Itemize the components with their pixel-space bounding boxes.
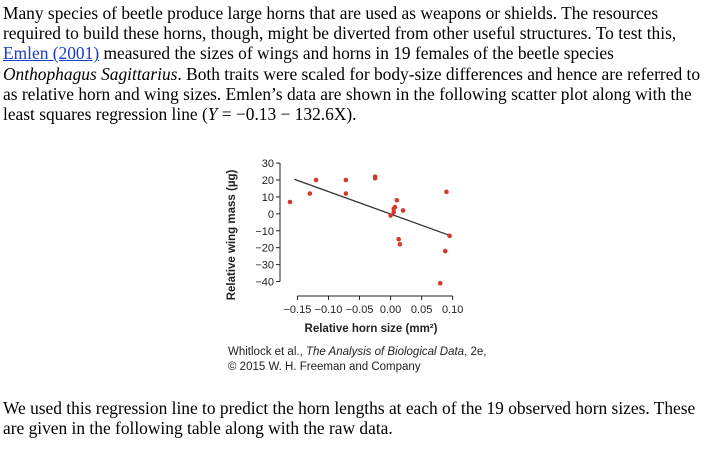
- equation-body: = −0.13 − 132.6: [217, 104, 334, 125]
- data-point: [397, 242, 403, 247]
- scatter-chart: 30 20 10 0 −10 −20 −30 −40 −0.15 −0.10 −0.05 0.00 0…: [226, 158, 463, 335]
- y-axis-label: Relative wing mass (µg): [226, 170, 238, 301]
- x-axis: −0.15 −0.10 −0.05 0.00 0.05 0.10: [283, 295, 463, 316]
- data-point: [287, 199, 293, 205]
- intro-paragraph: Many species of beetle produce large hor…: [3, 3, 707, 124]
- data-point: [444, 189, 449, 195]
- data-point: [392, 204, 398, 210]
- data-point: [394, 198, 400, 203]
- data-point: [313, 177, 319, 183]
- equation-x: X: [333, 104, 347, 125]
- figure-credit-line-2: © 2015 W. H. Freeman and Company: [228, 361, 421, 373]
- intro-text-end: ).: [346, 104, 357, 125]
- x-tick-label: 0.05: [411, 304, 432, 316]
- intro-text-1: Many species of beetle produce large hor…: [3, 3, 677, 44]
- figure-credit-line-1: Whitlock et al., The Analysis of Biologi…: [228, 345, 486, 359]
- intro-text-3: . Both traits were scaled for body-size …: [3, 63, 701, 125]
- x-tick-label: 0.00: [380, 304, 401, 316]
- data-point: [396, 236, 401, 242]
- y-tick-label: −20: [255, 243, 274, 255]
- data-point: [307, 191, 313, 196]
- y-tick-label: 0: [268, 209, 274, 221]
- data-point: [343, 191, 349, 196]
- points-layer: [287, 174, 452, 286]
- x-tick-label: 0.10: [442, 304, 463, 316]
- credit-book-title: The Analysis of Biological Data: [305, 346, 465, 358]
- data-point: [437, 280, 443, 286]
- equation-y: Y: [207, 104, 218, 125]
- data-point: [400, 208, 406, 213]
- y-axis: 30 20 10 0 −10 −20 −30 −40: [255, 158, 281, 289]
- y-tick-label: −10: [255, 226, 274, 238]
- y-tick-label: 20: [262, 175, 274, 187]
- data-point: [391, 209, 396, 215]
- x-tick-label: −0.15: [283, 304, 311, 316]
- credit-edition: , 2e,: [464, 346, 487, 358]
- x-tick-label: −0.05: [346, 304, 374, 316]
- y-tick-label: 10: [262, 192, 274, 204]
- regression-line: [294, 178, 452, 237]
- emlen-2001-link[interactable]: Emlen (2001): [3, 43, 100, 64]
- outro-paragraph: We used this regression line to predict …: [3, 398, 696, 439]
- data-point: [343, 177, 349, 183]
- x-tick-label: −0.10: [315, 304, 343, 316]
- data-point: [388, 213, 393, 218]
- scatter-figure: 30 20 10 0 −10 −20 −30 −40 −0.15 −0.10 −0.05 0.00 0…: [222, 150, 512, 375]
- data-point: [442, 248, 448, 254]
- intro-text-2: measured the sizes of wings and horns in…: [99, 43, 614, 64]
- data-point: [372, 176, 378, 181]
- y-tick-label: 30: [262, 158, 274, 170]
- regression-layer: [294, 178, 452, 237]
- x-axis-label: Relative horn size (mm²): [305, 323, 438, 335]
- species-name: Onthophagus Sagittarius: [3, 63, 178, 84]
- y-tick-label: −40: [255, 277, 274, 289]
- data-point: [447, 233, 452, 239]
- credit-authors: Whitlock et al.,: [228, 346, 306, 358]
- y-tick-label: −30: [255, 260, 274, 272]
